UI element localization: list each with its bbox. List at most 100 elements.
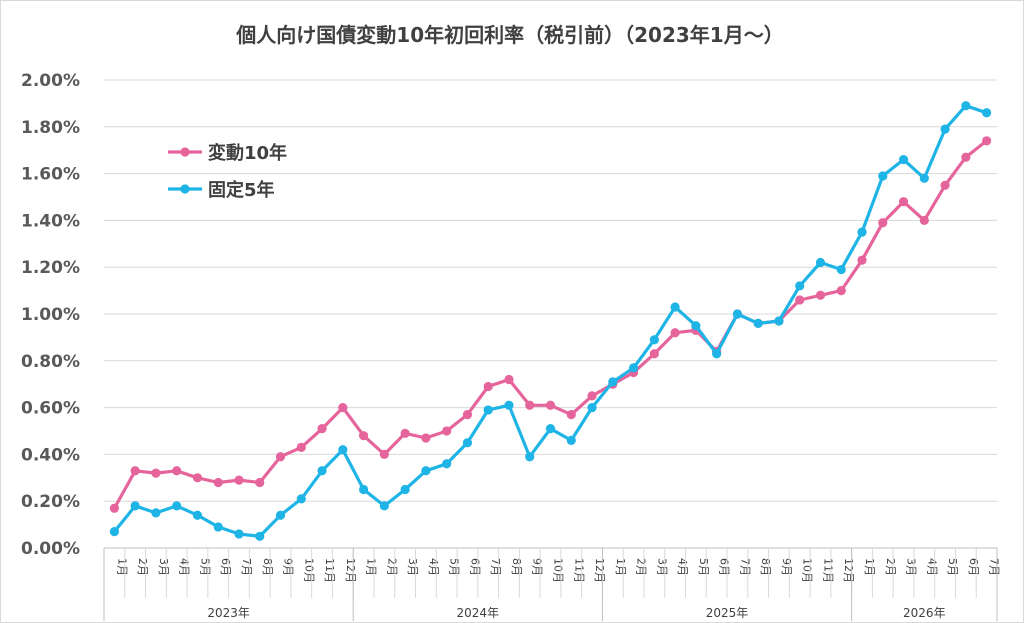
x-tick-label: 5月 [448,558,461,576]
x-tick-label: 8月 [759,558,772,576]
x-tick-label: 12月 [344,558,357,583]
x-tick-label: 6月 [967,558,980,576]
legend-entry: 固定5年 [168,179,275,201]
data-point [587,391,597,401]
data-point [857,255,867,265]
data-point [296,442,306,452]
x-tick-label: 6月 [718,558,731,576]
chart-title: 個人向け国債変動10年初回利率（税引前）（2023年1月～） [235,23,783,47]
x-tick-label: 3月 [406,558,419,576]
y-tick-label: 1.40% [21,211,80,231]
x-tick-label: 11月 [323,558,336,583]
x-tick-label: 12月 [842,558,855,583]
data-point [670,328,680,338]
data-point [213,522,223,532]
data-point [234,529,244,539]
legend-label: 固定5年 [208,179,275,201]
series-2 [109,101,992,541]
year-label: 2025年 [706,606,749,620]
x-tick-label: 10月 [552,558,565,583]
data-point [504,400,514,410]
data-point [338,445,348,455]
y-tick-label: 1.20% [21,258,80,278]
x-tick-label: 3月 [655,558,668,576]
data-point [878,171,888,181]
y-tick-label: 0.00% [21,539,80,559]
data-point [130,501,140,511]
data-point [961,101,971,111]
year-label: 2023年 [207,606,250,620]
data-point [400,428,410,438]
x-tick-label: 9月 [780,558,793,576]
x-tick-label: 7月 [240,558,253,576]
data-point [421,433,431,443]
data-point [483,405,493,415]
y-tick-label: 1.60% [21,165,80,185]
y-tick-label: 1.80% [21,118,80,138]
x-tick-label: 10月 [801,558,814,583]
x-tick-label: 3月 [905,558,918,576]
x-tick-label: 8月 [510,558,523,576]
x-tick-label: 2月 [635,558,648,576]
x-tick-label: 11月 [821,558,834,583]
data-point [462,438,473,448]
legend-marker [180,184,190,194]
series-1 [109,136,992,513]
y-tick-label: 0.40% [21,445,80,465]
data-point [836,286,846,296]
legend-entry: 変動10年 [168,142,287,164]
x-tick-label: 8月 [261,558,274,576]
data-point [795,281,805,291]
data-point [192,510,203,520]
data-point [504,374,514,385]
data-point [172,466,182,476]
data-point [525,452,535,462]
data-point [317,424,327,434]
data-point [109,503,119,513]
x-tick-label: 6月 [219,558,232,576]
gridlines [104,79,997,549]
y-tick-label: 0.60% [21,399,80,419]
data-point [151,468,161,478]
data-point [525,400,535,410]
data-point [400,484,410,495]
data-point [545,400,556,410]
data-point [857,227,867,237]
x-tick-label: 4月 [676,558,689,576]
data-point [234,475,244,485]
y-tick-label: 0.80% [21,352,80,372]
data-point [608,377,618,387]
x-tick-label: 4月 [427,558,440,576]
x-tick-label: 2月 [884,558,897,576]
data-point [566,435,576,445]
x-tick-label: 1月 [614,558,627,576]
series-line [113,104,988,538]
data-point [462,410,473,420]
data-point [566,410,576,420]
x-tick-label: 1月 [863,558,876,576]
data-point [628,363,639,373]
data-point [898,197,909,207]
data-point [192,473,203,483]
data-point [898,154,909,165]
data-point [940,124,950,134]
data-point [649,335,659,345]
x-tick-label: 12月 [593,558,606,583]
data-point [255,531,265,541]
x-tick-label: 1月 [115,558,128,576]
data-point [338,403,348,413]
data-point [151,508,161,518]
data-point [649,349,659,359]
data-point [442,426,452,436]
legend-marker [180,147,190,157]
x-tick-label: 11月 [572,558,585,583]
x-tick-label: 5月 [946,558,959,576]
data-point [815,257,826,268]
data-point [317,466,327,476]
data-point [483,381,493,392]
series-lines [109,101,992,541]
data-point [421,466,431,476]
data-point [379,501,389,511]
data-point [670,302,680,312]
